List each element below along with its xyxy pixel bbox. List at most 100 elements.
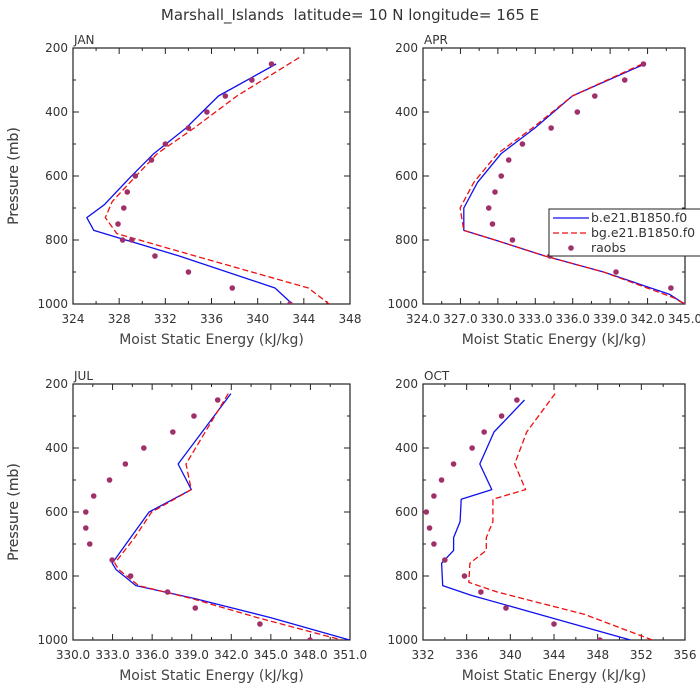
x-tick-label: 333.0 <box>95 648 129 662</box>
raobs-point <box>668 285 674 291</box>
raobs-point <box>141 445 147 451</box>
raobs-point <box>514 397 520 403</box>
raobs-point <box>509 237 516 243</box>
y-axis-label: Pressure (mb) <box>6 127 22 225</box>
raobs-point <box>106 477 113 483</box>
series-b-line-jan <box>86 63 293 304</box>
series-raobs-apr <box>485 61 685 304</box>
legend-marker-raobs <box>568 245 574 251</box>
y-tick-label: 600 <box>45 505 68 519</box>
raobs-point <box>127 573 134 579</box>
x-axis-label: Moist Static Energy (kJ/kg) <box>119 668 304 684</box>
raobs-point <box>505 157 512 163</box>
raobs-point <box>548 125 554 131</box>
raobs-point <box>229 285 236 291</box>
y-tick-label: 400 <box>45 105 68 119</box>
plot-area-apr <box>459 61 685 304</box>
raobs-point <box>423 509 430 515</box>
plot-frame-jul <box>72 383 351 641</box>
raobs-point <box>257 621 263 627</box>
raobs-point <box>191 413 197 419</box>
raobs-point <box>222 93 229 99</box>
raobs-point <box>478 589 484 595</box>
x-tick-label: 356 <box>674 648 697 662</box>
y-tick-label: 600 <box>45 169 68 183</box>
series-bg-line-apr <box>459 63 685 304</box>
raobs-point <box>591 93 598 99</box>
y-tick-label: 800 <box>395 569 418 583</box>
raobs-point <box>551 621 557 627</box>
x-tick-label: 324 <box>62 312 85 326</box>
x-tick-label: 344 <box>543 648 566 662</box>
plot-frame-jan <box>72 47 351 305</box>
raobs-point <box>115 221 121 227</box>
x-tick-label: 339.0 <box>175 648 209 662</box>
series-b-line-apr <box>463 63 685 304</box>
x-tick-label: 333.0 <box>518 312 552 326</box>
raobs-point <box>640 61 647 67</box>
raobs-point <box>204 109 210 115</box>
raobs-point <box>90 493 97 499</box>
raobs-point <box>164 589 171 595</box>
raobs-point <box>132 173 139 179</box>
x-tick-label: 332 <box>412 648 435 662</box>
raobs-point <box>192 605 199 611</box>
raobs-point <box>450 461 457 467</box>
raobs-point <box>214 397 221 403</box>
x-tick-label: 327.0 <box>443 312 477 326</box>
raobs-point <box>162 141 169 147</box>
x-tick-label: 339.0 <box>593 312 627 326</box>
x-tick-label: 332 <box>154 312 177 326</box>
raobs-point <box>120 205 127 211</box>
series-bg-line-jan <box>104 57 330 304</box>
x-tick-label: 336 <box>200 312 223 326</box>
y-tick-label: 200 <box>45 377 68 391</box>
panel-label-apr: APR <box>424 33 448 47</box>
raobs-point <box>442 557 448 563</box>
series-raobs-jan <box>115 61 293 304</box>
legend-label: bg.e21.B1850.f0 <box>591 225 695 240</box>
series-bg-line-oct <box>468 393 653 640</box>
x-tick-label: 336.0 <box>135 648 169 662</box>
y-axis-label: Pressure (mb) <box>6 127 22 225</box>
raobs-point <box>574 109 581 115</box>
plot-frame-oct <box>422 383 686 641</box>
y-tick-label: 1000 <box>387 297 418 311</box>
x-tick-label: 348 <box>339 312 362 326</box>
raobs-point <box>481 429 487 435</box>
x-tick-label: 340 <box>499 648 522 662</box>
x-tick-label: 352 <box>630 648 653 662</box>
y-tick-label: 800 <box>45 233 68 247</box>
raobs-point <box>86 541 93 547</box>
raobs-point <box>621 77 628 83</box>
raobs-point <box>119 237 126 243</box>
plot-area-jul <box>82 393 350 640</box>
raobs-point <box>431 493 437 499</box>
y-tick-label: 200 <box>395 41 418 55</box>
x-tick-label: 342.0 <box>630 312 664 326</box>
raobs-point <box>519 141 526 147</box>
raobs-point <box>503 605 509 611</box>
y-tick-label: 600 <box>395 505 418 519</box>
y-tick-label: 200 <box>395 377 418 391</box>
raobs-point <box>492 189 498 195</box>
y-tick-label: 800 <box>45 569 68 583</box>
series-bg-line-jul <box>114 393 342 640</box>
x-tick-label: 345.0 <box>254 648 288 662</box>
series-raobs-jul <box>82 397 313 640</box>
panel-jul: JUL 330.0 333.0 336.0 339.0 342.0 345.0 348.0 35… <box>6 369 367 684</box>
x-tick-label: 330.0 <box>56 648 90 662</box>
plot-area-oct <box>423 393 653 640</box>
x-tick-label: 324.0 <box>406 312 440 326</box>
x-tick-label: 348.0 <box>293 648 327 662</box>
raobs-point <box>489 221 496 227</box>
panel-label-jan: JAN <box>73 33 95 47</box>
y-axis-label: Pressure (mb) <box>6 463 22 561</box>
y-tick-label: 400 <box>395 105 418 119</box>
x-tick-label: 336.0 <box>556 312 590 326</box>
x-tick-label: 342.0 <box>214 648 248 662</box>
raobs-point <box>426 525 433 531</box>
y-tick-label: 1000 <box>37 297 68 311</box>
y-tick-label: 400 <box>395 441 418 455</box>
